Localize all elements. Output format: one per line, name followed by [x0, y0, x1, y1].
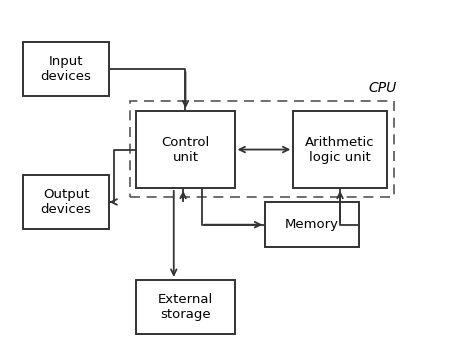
Text: Arithmetic
logic unit: Arithmetic logic unit: [305, 136, 375, 164]
Bar: [293, 111, 387, 188]
Text: Input
devices: Input devices: [41, 55, 91, 83]
Text: External
storage: External storage: [158, 293, 213, 321]
Text: Memory: Memory: [285, 218, 339, 231]
Bar: [265, 202, 359, 247]
Text: Output
devices: Output devices: [41, 188, 91, 216]
Bar: [130, 100, 394, 197]
Bar: [137, 111, 235, 188]
Bar: [137, 280, 235, 334]
Text: Control
unit: Control unit: [161, 136, 210, 164]
Bar: [23, 175, 109, 229]
Text: CPU: CPU: [368, 81, 396, 95]
Bar: [23, 42, 109, 96]
